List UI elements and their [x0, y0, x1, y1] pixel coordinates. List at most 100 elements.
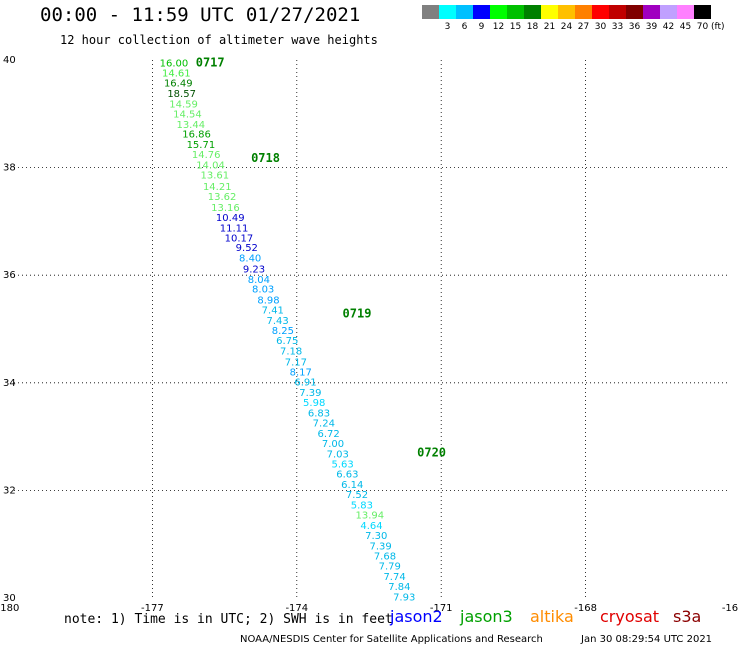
color-swatch	[575, 5, 592, 19]
longitude-tick-label: -168	[574, 603, 597, 614]
wave-height-label: 7.93	[393, 592, 415, 603]
wave-height-label: 6.63	[336, 470, 358, 481]
wave-height-label: 13.16	[211, 203, 240, 214]
color-swatch	[507, 5, 524, 19]
wave-height-label: 7.79	[379, 562, 401, 573]
latitude-tick-label: 30	[3, 593, 16, 604]
wave-height-label: 7.00	[322, 439, 344, 450]
wave-height-label: 5.63	[331, 460, 353, 471]
satellite-legend-cryosat: cryosat	[600, 607, 660, 626]
wave-height-label: 7.17	[285, 357, 307, 368]
map-subtitle: 12 hour collection of altimeter wave hei…	[60, 33, 378, 47]
color-swatch	[643, 5, 660, 19]
wave-height-label: 15.71	[187, 140, 216, 151]
color-swatch	[541, 5, 558, 19]
longitude-tick-label: -174	[285, 603, 308, 614]
color-scale-label: 9	[478, 22, 485, 32]
color-scale-label: 42	[662, 22, 675, 32]
color-swatch	[422, 5, 439, 19]
color-swatch	[439, 5, 456, 19]
satellite-legend-altika: altika	[530, 607, 574, 626]
wave-height-label: 14.76	[192, 150, 221, 161]
wave-height-label: 7.43	[266, 316, 288, 327]
wave-height-label: 13.61	[201, 171, 230, 182]
color-scale-bar	[422, 5, 711, 19]
map-title: 00:00 - 11:59 UTC 01/27/2021	[40, 4, 361, 26]
color-scale-label: 70	[696, 22, 709, 32]
wave-height-label: 8.98	[257, 295, 279, 306]
wave-height-label: 5.98	[303, 398, 325, 409]
latitude-tick-label: 34	[3, 378, 16, 389]
color-scale-unit: (ft)	[711, 22, 725, 32]
color-swatch	[592, 5, 609, 19]
longitude-tick-label: -180	[0, 603, 19, 614]
latitude-tick-label: 38	[3, 163, 16, 174]
longitude-tick-label: -177	[141, 603, 164, 614]
wave-height-label: 9.52	[236, 243, 258, 254]
color-swatch	[456, 5, 473, 19]
longitude-tick-label: -16	[722, 603, 738, 614]
color-scale-label: 24	[560, 22, 573, 32]
color-swatch	[490, 5, 507, 19]
wave-height-label: 8.25	[272, 326, 294, 337]
latitude-tick-label: 36	[3, 270, 16, 281]
color-scale-label: 21	[543, 22, 556, 32]
satellite-legend-jason2: jason2	[390, 607, 443, 626]
wave-height-label: 7.74	[383, 572, 405, 583]
color-scale-label: 45	[679, 22, 692, 32]
wave-height-label: 7.41	[262, 306, 284, 317]
wave-height-label: 5.83	[351, 500, 373, 511]
wave-height-label: 9.23	[243, 265, 265, 276]
wave-height-label: 14.21	[203, 182, 232, 193]
wave-height-label: 7.68	[374, 551, 396, 562]
wave-height-label: 6.75	[276, 336, 298, 347]
wave-height-label: 13.94	[356, 511, 385, 522]
color-scale-label: 15	[509, 22, 522, 32]
color-swatch	[524, 5, 541, 19]
wave-height-label: 18.57	[167, 89, 196, 100]
wave-height-label: 10.49	[216, 213, 245, 224]
longitude-tick-label: -171	[430, 603, 453, 614]
color-swatch	[558, 5, 575, 19]
wave-height-label: 7.52	[346, 490, 368, 501]
wave-height-label: 13.44	[176, 120, 205, 131]
wave-height-label: 7.24	[313, 419, 335, 430]
note-text: note: 1) Time is in UTC; 2) SWH is in fe…	[64, 612, 393, 627]
color-swatch	[660, 5, 677, 19]
wave-height-label: 14.59	[169, 100, 198, 111]
pass-time-label: 0718	[251, 151, 280, 165]
wave-height-label: 4.64	[360, 521, 382, 532]
color-scale-label: 36	[628, 22, 641, 32]
wave-height-label: 7.39	[299, 388, 321, 399]
wave-height-label: 7.18	[280, 347, 302, 358]
satellite-legend-s3a: s3a	[673, 607, 702, 626]
color-scale-label: 39	[645, 22, 658, 32]
wave-height-label: 7.84	[388, 582, 410, 593]
wave-height-label: 16.00	[160, 59, 189, 70]
color-scale-label: 12	[492, 22, 505, 32]
wave-height-label: 13.62	[208, 192, 237, 203]
color-scale-labels: 3 6 9 12 15 18 21 24 27 30 33 36 39 42 45 70	[422, 22, 711, 32]
color-scale-label: 33	[611, 22, 624, 32]
wave-height-label: 8.40	[239, 253, 261, 264]
wave-height-label: 6.72	[317, 429, 339, 440]
wave-height-label: 7.30	[365, 531, 387, 542]
wave-height-label: 8.04	[248, 275, 270, 286]
wave-height-label: 16.86	[182, 130, 211, 141]
pass-time-label: 0719	[343, 306, 372, 320]
wave-height-label: 6.91	[294, 378, 316, 389]
credit-text: NOAA/NESDIS Center for Satellite Applica…	[240, 634, 543, 645]
color-swatch	[677, 5, 694, 19]
color-swatch	[694, 5, 711, 19]
color-scale-label: 6	[461, 22, 468, 32]
wave-height-label: 8.03	[252, 285, 274, 296]
wave-height-label: 6.83	[308, 408, 330, 419]
color-swatch	[473, 5, 490, 19]
generated-timestamp: Jan 30 08:29:54 UTC 2021	[581, 634, 713, 645]
wave-height-label: 14.54	[173, 109, 202, 120]
wave-height-label: 14.04	[196, 160, 225, 171]
wave-height-label: 6.14	[341, 480, 363, 491]
pass-time-label: 0717	[196, 56, 225, 70]
wave-height-label: 8.17	[290, 368, 312, 379]
